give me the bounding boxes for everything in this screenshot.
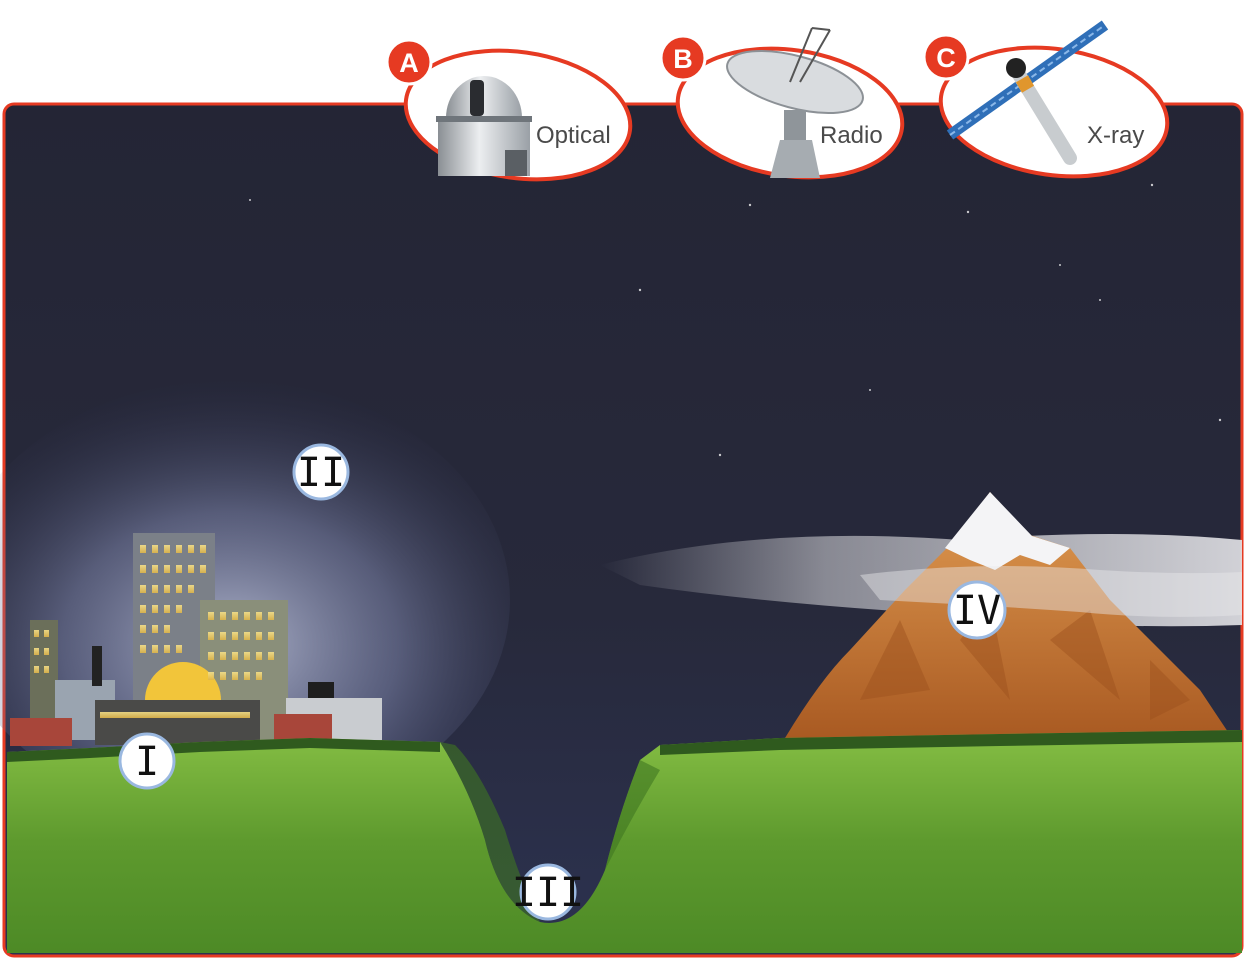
location-marker-ii: II	[292, 443, 350, 501]
tag-letter-badge	[659, 34, 707, 82]
tag-letter: C	[936, 43, 956, 73]
location-label: I	[135, 739, 159, 785]
tag-label: Optical	[536, 122, 611, 149]
telescope-tag-radio: B Radio	[659, 27, 905, 180]
tag-label: X-ray	[1087, 122, 1144, 149]
xray-satellite-icon	[946, 20, 1109, 165]
tag-letter-badge	[385, 38, 433, 86]
tag-letter: B	[673, 44, 693, 74]
tag-letter-badge	[922, 33, 970, 81]
location-marker-iii: III	[512, 863, 584, 921]
telescope-tags: A Optical B Radio C X-ray	[385, 20, 1170, 182]
radio-dish-icon	[726, 27, 864, 178]
location-label: II	[297, 450, 345, 496]
stars	[249, 183, 1222, 457]
location-marker-iv: IV	[947, 580, 1007, 640]
telescope-tag-optical: A Optical	[385, 38, 633, 182]
location-label: III	[512, 870, 584, 916]
observatory-dome-icon	[436, 76, 532, 176]
cloud-overlay	[860, 566, 1242, 617]
location-marker-i: I	[118, 732, 176, 790]
ground	[7, 730, 1242, 953]
city	[10, 533, 382, 746]
tag-label: Radio	[820, 122, 883, 149]
valley-shade	[440, 742, 660, 922]
tag-letter: A	[399, 48, 419, 78]
mountain	[785, 492, 1232, 738]
telescope-tag-x-ray: C X-ray	[922, 20, 1170, 179]
treeline	[7, 730, 1242, 762]
location-label: IV	[953, 588, 1001, 634]
